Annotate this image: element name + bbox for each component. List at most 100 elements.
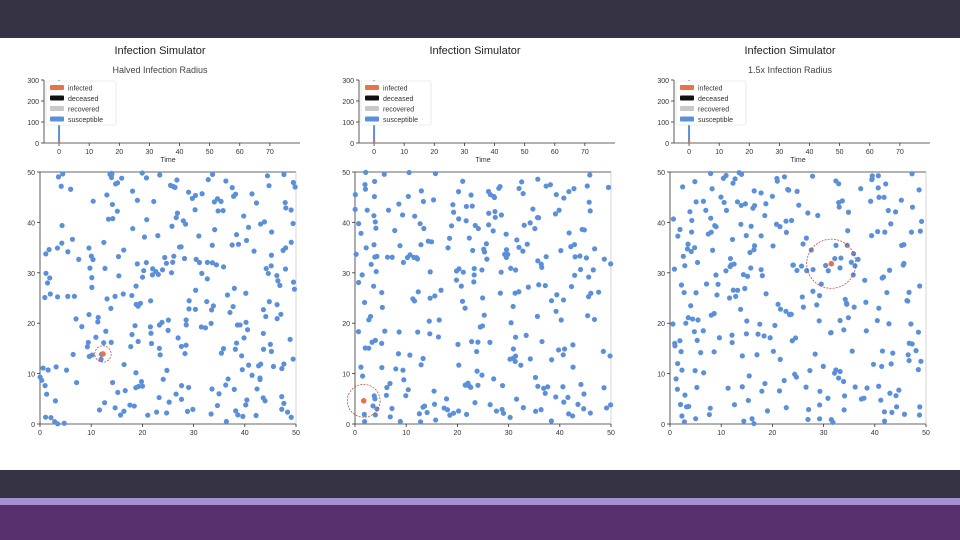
susceptible-point	[831, 370, 838, 376]
susceptible-point	[204, 298, 210, 305]
susceptible-point	[180, 218, 186, 224]
susceptible-point	[479, 372, 485, 378]
legend-label-infected: infected	[383, 86, 408, 93]
susceptible-point	[362, 181, 368, 188]
susceptible-point	[225, 376, 231, 382]
susceptible-point	[43, 270, 49, 276]
susceptible-point	[890, 350, 896, 356]
scatter-x-tick-label: 20	[139, 430, 147, 437]
susceptible-point	[751, 420, 757, 427]
susceptible-point	[183, 342, 189, 348]
susceptible-point	[842, 296, 848, 302]
susceptible-point	[670, 216, 677, 222]
susceptible-point	[133, 385, 139, 391]
susceptible-point	[227, 309, 233, 316]
susceptible-point	[542, 390, 548, 396]
susceptible-point	[884, 289, 890, 296]
susceptible-point	[554, 292, 560, 298]
susceptible-point	[817, 402, 823, 408]
susceptible-point	[512, 290, 518, 296]
line-chart-x-tick-label: 10	[715, 149, 723, 156]
susceptible-point	[723, 207, 730, 213]
susceptible-point	[288, 207, 294, 213]
susceptible-point	[757, 321, 763, 327]
susceptible-point	[155, 232, 161, 239]
susceptible-point	[475, 382, 481, 388]
susceptible-point	[510, 303, 516, 310]
susceptible-point	[566, 188, 572, 195]
susceptible-point	[845, 209, 852, 215]
susceptible-point	[587, 172, 593, 178]
susceptible-point	[474, 348, 480, 355]
susceptible-point	[721, 199, 727, 206]
scatter-y-tick-label: 10	[342, 372, 350, 379]
susceptible-point	[833, 178, 839, 184]
susceptible-point	[183, 322, 189, 328]
susceptible-point	[889, 409, 895, 415]
susceptible-point	[373, 225, 379, 231]
susceptible-point	[535, 215, 542, 221]
susceptible-point	[918, 358, 924, 364]
susceptible-point	[178, 383, 185, 389]
susceptible-point	[893, 404, 900, 410]
susceptible-point	[231, 285, 237, 291]
scatter-y-tick-label: 0	[346, 422, 350, 429]
susceptible-point	[560, 352, 566, 358]
susceptible-point	[359, 373, 366, 379]
susceptible-point	[700, 198, 707, 204]
susceptible-point	[254, 386, 260, 392]
susceptible-point	[121, 247, 127, 253]
scatter-y-tick-label: 40	[342, 220, 350, 227]
legend-swatch-susceptible	[680, 116, 694, 122]
susceptible-point	[917, 228, 923, 234]
susceptible-point	[679, 413, 685, 419]
susceptible-point	[740, 271, 747, 278]
susceptible-point	[793, 374, 800, 380]
susceptible-point	[493, 408, 500, 414]
susceptible-point	[209, 386, 215, 392]
susceptible-point	[523, 332, 529, 338]
susceptible-point	[406, 169, 412, 176]
susceptible-point	[917, 404, 923, 410]
susceptible-point	[157, 352, 163, 358]
legend-label-recovered: recovered	[68, 107, 99, 114]
susceptible-point	[869, 177, 875, 183]
susceptible-point	[156, 322, 163, 328]
susceptible-point	[65, 249, 71, 255]
susceptible-point	[876, 383, 882, 389]
susceptible-point	[751, 243, 758, 249]
susceptible-point	[520, 405, 526, 411]
legend-swatch-susceptible	[50, 116, 64, 122]
susceptible-point	[744, 273, 751, 279]
panel-1-subtitle: Halved Infection Radius	[112, 65, 208, 75]
susceptible-point	[748, 265, 754, 271]
susceptible-point	[420, 404, 426, 410]
susceptible-point	[133, 283, 139, 289]
legend-box	[675, 80, 747, 126]
susceptible-point	[880, 274, 887, 280]
susceptible-point	[290, 279, 297, 285]
susceptible-point	[480, 295, 486, 301]
susceptible-point	[680, 253, 686, 259]
susceptible-point	[148, 330, 154, 336]
susceptible-point	[763, 201, 769, 207]
susceptible-point	[481, 312, 487, 318]
susceptible-point	[777, 306, 784, 312]
susceptible-point	[277, 282, 283, 288]
susceptible-point	[278, 311, 284, 317]
line-chart-x-tick-label: 60	[866, 149, 874, 156]
susceptible-point	[44, 391, 50, 397]
susceptible-point	[48, 415, 54, 421]
susceptible-point	[455, 189, 462, 195]
susceptible-point	[112, 293, 118, 299]
susceptible-point	[190, 406, 196, 412]
susceptible-point	[90, 198, 96, 204]
susceptible-point	[127, 402, 133, 408]
susceptible-point	[233, 340, 240, 346]
line-chart-y-tick-label: 300	[342, 78, 354, 85]
susceptible-point	[532, 374, 539, 381]
susceptible-point	[913, 348, 919, 354]
panel-2-title: Infection Simulator	[429, 45, 521, 57]
susceptible-point	[147, 324, 153, 330]
line-chart-x-tick-label: 10	[400, 149, 408, 156]
